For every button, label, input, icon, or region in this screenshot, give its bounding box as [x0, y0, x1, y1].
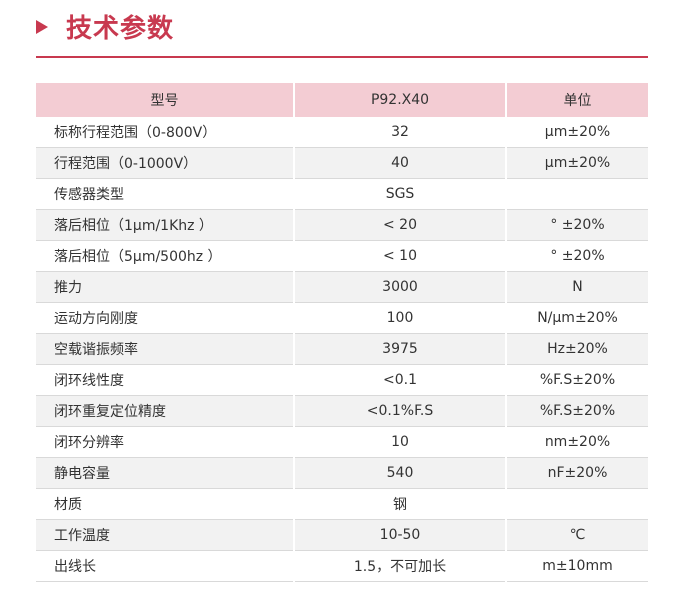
param-unit: nm±20%: [505, 426, 648, 458]
table-row: 空载谐振频率 3975 Hz±20%: [36, 333, 648, 365]
param-unit: %F.S±20%: [505, 395, 648, 427]
param-value: 32: [293, 117, 506, 148]
param-name: 推力: [36, 271, 294, 303]
param-value: 40: [293, 147, 506, 179]
param-name: 闭环重复定位精度: [36, 395, 294, 427]
table-row: 标称行程范围（0-800V） 32 μm±20%: [36, 117, 648, 148]
param-value: 100: [293, 302, 506, 334]
param-unit: Hz±20%: [505, 333, 648, 365]
table-row: 传感器类型 SGS: [36, 178, 648, 210]
param-value: 3975: [293, 333, 506, 365]
param-name: 出线长: [36, 550, 294, 582]
param-unit: ℃: [505, 519, 648, 551]
param-unit: [505, 488, 648, 520]
param-value: < 20: [293, 209, 506, 241]
header-product: P92.X40: [293, 83, 506, 117]
param-value: 540: [293, 457, 506, 489]
spec-table: 型号 P92.X40 单位 标称行程范围（0-800V） 32 μm±20% 行…: [36, 83, 648, 582]
param-name: 标称行程范围（0-800V）: [36, 117, 294, 148]
table-row: 运动方向刚度 100 N/μm±20%: [36, 302, 648, 334]
param-unit: N/μm±20%: [505, 302, 648, 334]
param-value: SGS: [293, 178, 506, 210]
table-header-row: 型号 P92.X40 单位: [36, 83, 648, 117]
param-name: 静电容量: [36, 457, 294, 489]
param-value: 3000: [293, 271, 506, 303]
param-unit: ° ±20%: [505, 209, 648, 241]
param-name: 运动方向刚度: [36, 302, 294, 334]
table-row: 落后相位（5μm/500hz ） < 10 ° ±20%: [36, 240, 648, 272]
param-name: 传感器类型: [36, 178, 294, 210]
param-name: 材质: [36, 488, 294, 520]
table-row: 行程范围（0-1000V） 40 μm±20%: [36, 147, 648, 179]
table-row: 推力 3000 N: [36, 271, 648, 303]
table-row: 闭环重复定位精度 <0.1%F.S %F.S±20%: [36, 395, 648, 427]
param-unit: %F.S±20%: [505, 364, 648, 396]
param-value: 10: [293, 426, 506, 458]
header-model: 型号: [36, 83, 294, 117]
param-name: 闭环线性度: [36, 364, 294, 396]
param-value: <0.1: [293, 364, 506, 396]
param-unit: m±10mm: [505, 550, 648, 582]
section-title: 技术参数: [66, 14, 175, 44]
param-value: 10-50: [293, 519, 506, 551]
param-value: 钢: [293, 488, 506, 520]
param-value: <0.1%F.S: [293, 395, 506, 427]
section-header: 技术参数: [36, 6, 648, 58]
param-unit: N: [505, 271, 648, 303]
table-row: 闭环分辨率 10 nm±20%: [36, 426, 648, 458]
param-name: 闭环分辨率: [36, 426, 294, 458]
param-unit: ° ±20%: [505, 240, 648, 272]
param-name: 工作温度: [36, 519, 294, 551]
table-row: 材质 钢: [36, 488, 648, 520]
param-name: 空载谐振频率: [36, 333, 294, 365]
table-row: 出线长 1.5，不可加长 m±10mm: [36, 550, 648, 582]
table-row: 落后相位（1μm/1Khz ） < 20 ° ±20%: [36, 209, 648, 241]
table-row: 工作温度 10-50 ℃: [36, 519, 648, 551]
param-unit: nF±20%: [505, 457, 648, 489]
triangle-marker-icon: [36, 20, 48, 34]
param-name: 行程范围（0-1000V）: [36, 147, 294, 179]
table-row: 闭环线性度 <0.1 %F.S±20%: [36, 364, 648, 396]
param-value: < 10: [293, 240, 506, 272]
header-unit: 单位: [505, 83, 648, 117]
param-unit: μm±20%: [505, 147, 648, 179]
param-name: 落后相位（5μm/500hz ）: [36, 240, 294, 272]
param-unit: [505, 178, 648, 210]
param-value: 1.5，不可加长: [293, 550, 506, 582]
param-name: 落后相位（1μm/1Khz ）: [36, 209, 294, 241]
param-unit: μm±20%: [505, 117, 648, 148]
table-row: 静电容量 540 nF±20%: [36, 457, 648, 489]
